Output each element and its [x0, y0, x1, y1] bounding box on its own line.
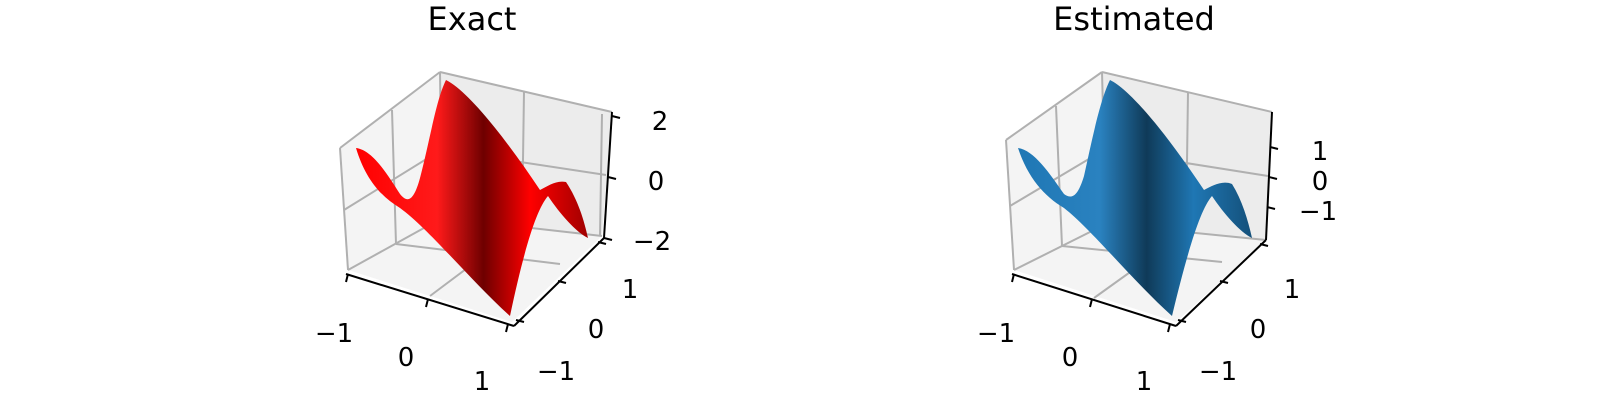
y-tick-label: 0	[588, 315, 605, 345]
x-tickmark	[345, 273, 349, 283]
z-ticks: −1 0 1	[1266, 137, 1337, 227]
z-axis	[603, 111, 613, 239]
chart-title: Estimated	[1053, 0, 1215, 38]
z-tick-label: −1	[1299, 197, 1337, 227]
z-tick-label: 0	[648, 167, 665, 197]
y-ticks: −1 0 1	[515, 241, 639, 387]
plot-estimated: Estimated	[977, 0, 1337, 397]
z-tick-label: −2	[633, 227, 671, 257]
plot-exact: Exact	[315, 0, 671, 397]
x-tick-label: −1	[315, 319, 353, 349]
z-axis	[1265, 111, 1273, 241]
z-tickmark	[1266, 206, 1276, 210]
x-tick-label: 0	[398, 343, 415, 373]
x-tick-label: −1	[977, 319, 1015, 349]
z-tick-label: 1	[1312, 137, 1329, 167]
y-tick-label: 0	[1250, 315, 1267, 345]
surface	[1018, 80, 1252, 316]
y-tickmark	[1219, 280, 1229, 284]
x-tick-label: 1	[474, 367, 491, 397]
z-tickmark	[1268, 176, 1278, 180]
gridline	[439, 71, 613, 113]
gridline	[391, 109, 397, 245]
chart-title: Exact	[428, 0, 517, 38]
x-tick-label: 1	[1136, 367, 1153, 397]
gridline	[1005, 71, 1103, 141]
x-tickmark	[425, 298, 429, 308]
x-tickmark	[505, 323, 509, 333]
x-tickmark	[1167, 323, 1171, 333]
y-tickmark	[597, 241, 607, 245]
gridline	[339, 71, 441, 149]
axis-lines	[1011, 111, 1273, 327]
x-ticks: −1 0 1	[977, 273, 1171, 397]
x-axis	[1011, 273, 1177, 327]
x-axis	[345, 273, 515, 327]
z-tickmark	[603, 237, 613, 241]
y-tick-label: −1	[537, 357, 575, 387]
z-tickmark	[607, 176, 617, 180]
z-tick-label: 2	[652, 107, 669, 137]
z-tick-label: 0	[1312, 167, 1329, 197]
y-tickmark	[1177, 319, 1187, 323]
y-tickmark	[1259, 243, 1269, 247]
surface-mesh	[1018, 80, 1252, 316]
y-tickmark	[515, 319, 525, 323]
z-tickmark	[1269, 146, 1279, 150]
y-tick-label: 1	[622, 275, 639, 305]
x-tickmark	[1089, 298, 1093, 308]
x-ticks: −1 0 1	[315, 273, 509, 397]
y-ticks: −1 0 1	[1177, 243, 1301, 387]
y-axis	[1175, 239, 1267, 327]
surface-mesh	[356, 80, 588, 316]
x-tickmark	[1011, 273, 1015, 283]
z-tickmark	[611, 115, 621, 119]
y-tickmark	[557, 280, 567, 284]
y-tick-label: 1	[1284, 275, 1301, 305]
surface	[356, 80, 588, 316]
y-tick-label: −1	[1199, 357, 1237, 387]
x-tick-label: 0	[1062, 343, 1079, 373]
z-ticks: −2 0 2	[603, 107, 671, 257]
